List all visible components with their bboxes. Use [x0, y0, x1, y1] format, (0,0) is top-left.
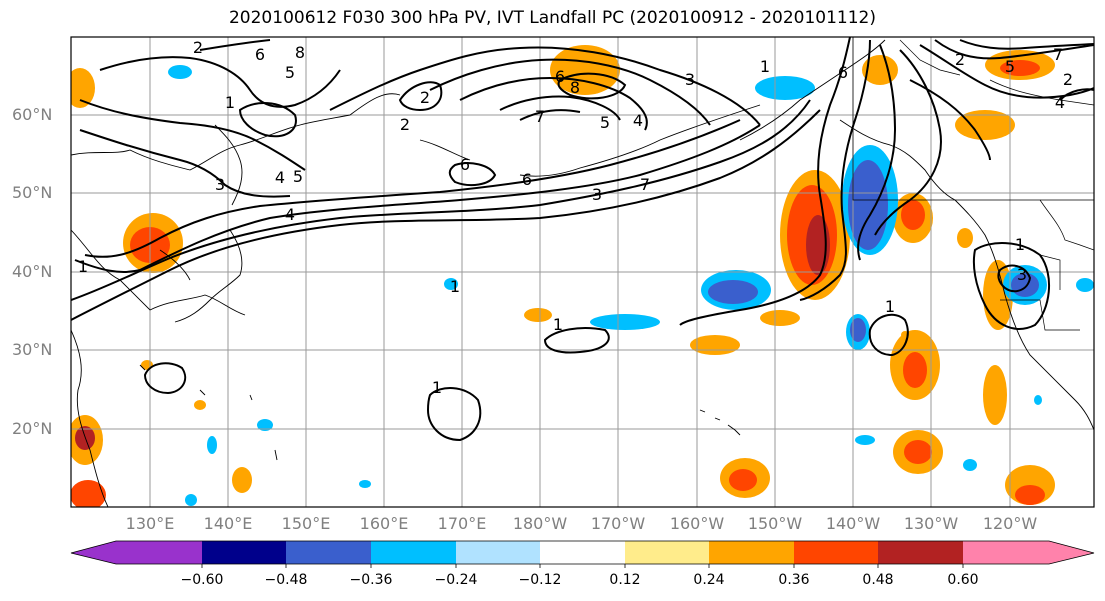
lon-label: 130°W	[903, 514, 959, 533]
lat-label: 20°N	[12, 419, 53, 438]
contour-label: 4	[285, 205, 295, 224]
lon-label: 170°E	[437, 514, 487, 533]
colorbar-extend-left	[71, 541, 116, 564]
map-area: 1 2 3 4 5 6 8 7 1 2 3 4 5 6 7 8 3 4 5 6 …	[71, 37, 1094, 507]
lat-label: 50°N	[12, 183, 53, 202]
colorbar-tick-label: −0.12	[518, 572, 562, 588]
lon-label: 150°W	[747, 514, 803, 533]
lon-label: 150°E	[281, 514, 331, 533]
plot-title: 2020100612 F030 300 hPa PV, IVT Landfall…	[228, 8, 876, 28]
contour-label: 4	[1055, 93, 1065, 112]
contour-label: 7	[535, 107, 545, 126]
contour-label: 3	[592, 185, 602, 204]
colorbar-segment	[540, 541, 625, 564]
colorbar-extend-right	[1049, 541, 1094, 564]
contour-label: 4	[275, 168, 285, 187]
contour-label: 2	[193, 38, 203, 57]
colorbar-segment	[878, 541, 963, 564]
colorbar-segment	[202, 541, 286, 564]
contour-label: 5	[285, 63, 295, 82]
colorbar-segment	[794, 541, 878, 564]
contour-label: 3	[1017, 265, 1027, 284]
lon-label: 160°E	[359, 514, 409, 533]
colorbar-tick-label: 0.48	[862, 572, 894, 588]
contour-label: 6	[522, 170, 532, 189]
lon-label: 140°W	[825, 514, 881, 533]
colorbar	[70, 540, 1095, 568]
pv-contours	[71, 37, 1094, 442]
lon-label: 120°W	[982, 514, 1038, 533]
colorbar-segment	[456, 541, 540, 564]
contour-label: 1	[78, 257, 88, 276]
contour-label: 3	[215, 175, 225, 194]
contour-label: 5	[293, 167, 303, 186]
map-frame	[70, 36, 1095, 508]
colorbar-segment	[709, 541, 794, 564]
contour-label: 1	[553, 315, 563, 334]
contour-label: 1	[1015, 235, 1025, 254]
contour-label: 6	[255, 45, 265, 64]
contour-label: 5	[1005, 57, 1015, 76]
contour-label: 1	[450, 277, 460, 296]
contour-label: 2	[1063, 70, 1073, 89]
contour-label: 4	[633, 111, 643, 130]
contour-label: 6	[460, 155, 470, 174]
contour-label: 1	[760, 57, 770, 76]
lon-label: 140°E	[203, 514, 253, 533]
colorbar-tick-label: −0.24	[434, 572, 478, 588]
contour-label: 7	[640, 175, 650, 194]
colorbar-tick-label: −0.60	[180, 572, 224, 588]
coastlines	[71, 39, 1094, 507]
lon-label: 180°W	[512, 514, 568, 533]
colorbar-segment	[625, 541, 709, 564]
contour-label: 2	[955, 50, 965, 69]
colorbar-tick-label: −0.36	[349, 572, 393, 588]
lon-label: 170°W	[590, 514, 646, 533]
lat-label: 40°N	[12, 262, 53, 281]
contour-label: 1	[885, 297, 895, 316]
contour-label: 1	[225, 93, 235, 112]
contour-label: 2	[400, 115, 410, 134]
colorbar-tick-label: −0.48	[264, 572, 308, 588]
colorbar-segment	[963, 541, 1049, 564]
contour-label: 7	[1053, 45, 1063, 64]
colorbar-segment	[371, 541, 456, 564]
lat-label: 60°N	[12, 105, 53, 124]
lat-label: 30°N	[12, 340, 53, 359]
contour-label: 5	[600, 113, 610, 132]
contour-label: 3	[685, 70, 695, 89]
contour-label-group: 1 2 3 4 5 6 8 7 1 2 3 4 5 6 7 8 3 4 5 6 …	[78, 38, 1073, 397]
colorbar-segment	[116, 541, 202, 564]
colorbar-tick-label: 0.60	[947, 572, 979, 588]
contour-label: 8	[570, 78, 580, 97]
contour-label: 8	[295, 43, 305, 62]
lon-label: 160°W	[669, 514, 725, 533]
colorbar-tick-label: 0.24	[693, 572, 725, 588]
contour-label: 6	[838, 63, 848, 82]
colorbar-segment	[286, 541, 371, 564]
contour-label: 2	[420, 88, 430, 107]
contour-label: 1	[432, 378, 442, 397]
pv-positive-anomalies	[71, 45, 1055, 507]
lon-label: 130°E	[125, 514, 175, 533]
colorbar-tick-label: 0.12	[609, 572, 641, 588]
contour-label: 6	[555, 67, 565, 86]
colorbar-tick-label: 0.36	[778, 572, 810, 588]
